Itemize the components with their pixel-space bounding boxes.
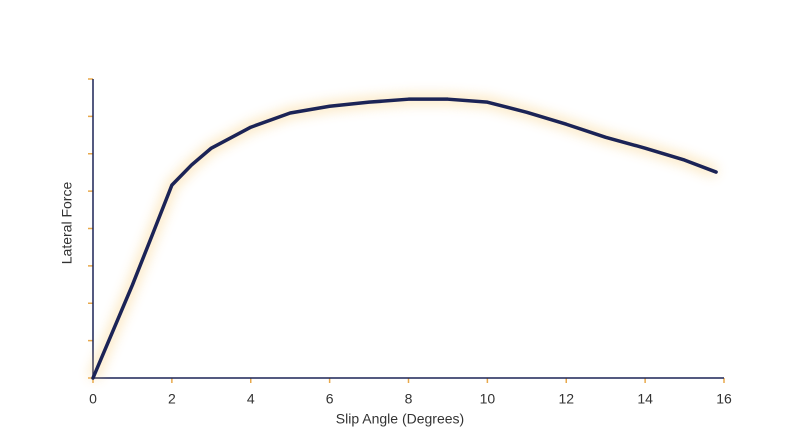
x-axis-title: Slip Angle (Degrees) (336, 411, 464, 427)
x-tick-label: 4 (247, 391, 255, 407)
x-tick-label: 0 (89, 391, 97, 407)
x-tick-label: 2 (168, 391, 176, 407)
x-tick-label: 12 (558, 391, 574, 407)
x-tick-label: 10 (480, 391, 496, 407)
x-tick-label: 6 (326, 391, 334, 407)
x-tick-label: 8 (405, 391, 413, 407)
line (91, 97, 718, 380)
x-tick-label: 14 (637, 391, 653, 407)
y-axis-title: Lateral Force (59, 182, 75, 265)
x-tick-label: 16 (716, 391, 732, 407)
